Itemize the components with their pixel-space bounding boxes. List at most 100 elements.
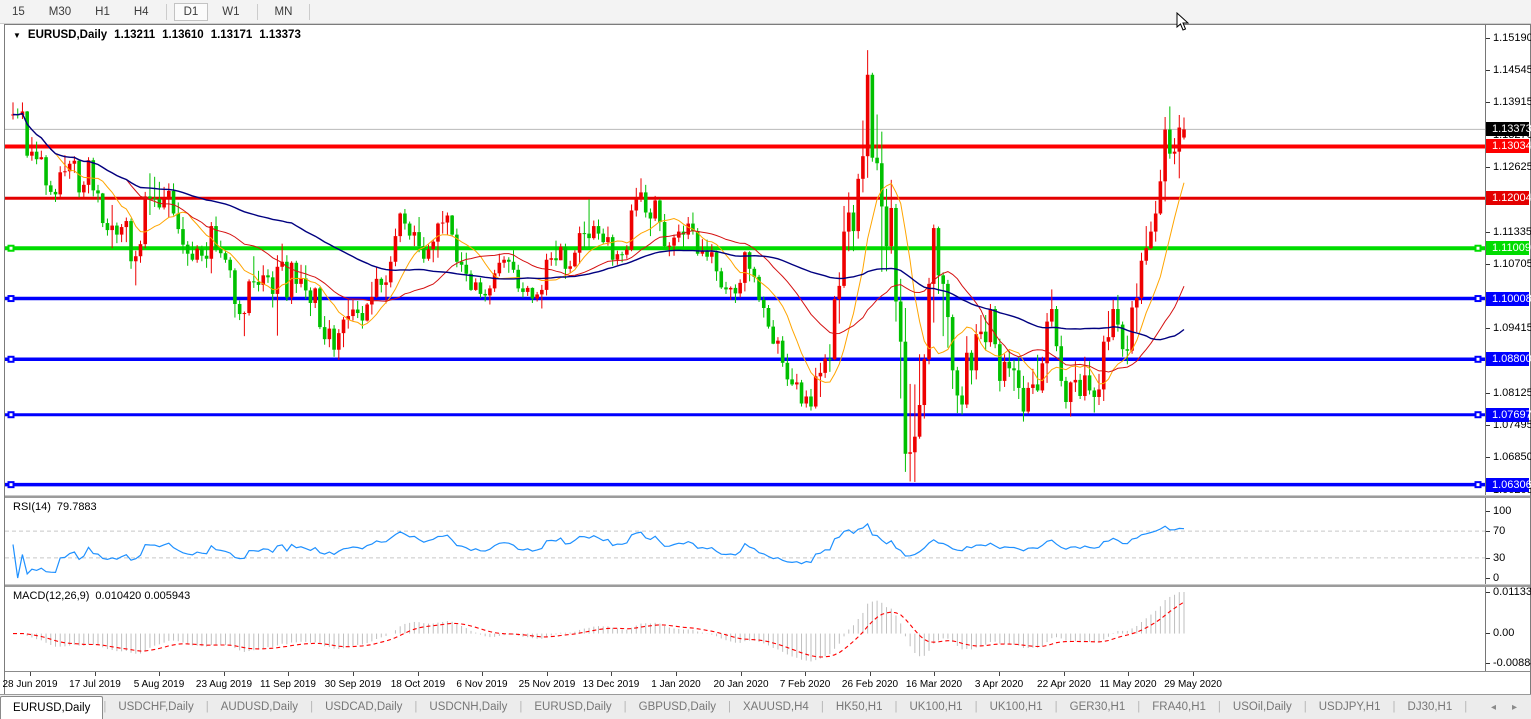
hline-1.11009[interactable] xyxy=(5,244,1485,252)
date-label[interactable]: 17 Jul 2019 xyxy=(69,678,121,690)
price-tick-label[interactable]: 1.13915 xyxy=(1493,96,1531,109)
date-label[interactable]: 3 Apr 2020 xyxy=(974,678,1024,690)
price-tick-label[interactable]: 1.14545 xyxy=(1493,64,1531,77)
macd-tick[interactable] xyxy=(1486,633,1490,635)
price-chart-canvas[interactable]: ▼ EURUSD,Daily 1.13211 1.13610 1.13171 1… xyxy=(5,25,1486,495)
chart-tab-USDCAD-Daily[interactable]: USDCAD,Daily xyxy=(325,701,403,713)
date-label[interactable]: 22 Apr 2020 xyxy=(1037,678,1091,690)
date-label[interactable]: 7 Feb 2020 xyxy=(779,678,831,690)
date-label[interactable]: 23 Aug 2019 xyxy=(195,678,253,690)
date-tick[interactable] xyxy=(1193,671,1194,676)
date-tick[interactable] xyxy=(870,671,871,676)
date-tick[interactable] xyxy=(934,671,935,676)
current-price-badge[interactable]: 1.13373 xyxy=(1486,122,1531,137)
price-tick[interactable] xyxy=(1486,102,1490,104)
chart-tab-XAUUSD-H4[interactable]: XAUUSD,H4 xyxy=(743,701,809,713)
chart-tab-FRA40-H1[interactable]: FRA40,H1 xyxy=(1152,701,1206,713)
price-tick[interactable] xyxy=(1486,457,1490,459)
panel-splitter[interactable] xyxy=(5,583,1530,587)
price-tick[interactable] xyxy=(1486,231,1490,233)
date-tick[interactable] xyxy=(547,671,548,676)
date-label[interactable]: 11 May 2020 xyxy=(1099,678,1157,690)
date-label[interactable]: 13 Dec 2019 xyxy=(582,678,640,690)
timeframe-button-15[interactable]: 15 xyxy=(12,5,25,18)
date-label[interactable]: 28 Jun 2019 xyxy=(2,678,58,690)
date-label[interactable]: 16 Mar 2020 xyxy=(905,678,963,690)
date-label[interactable]: 20 Jan 2020 xyxy=(713,678,769,690)
date-tick[interactable] xyxy=(805,671,806,676)
hline-1.10008[interactable] xyxy=(5,295,1485,303)
panel-splitter[interactable] xyxy=(5,495,1530,498)
chart-tab-AUDUSD-Daily[interactable]: AUDUSD,Daily xyxy=(220,701,299,713)
line-price-badge[interactable]: 1.08800 xyxy=(1486,352,1531,367)
timeframe-button-H4[interactable]: H4 xyxy=(133,5,149,18)
date-label[interactable]: 1 Jan 2020 xyxy=(651,678,701,690)
macd-tick[interactable] xyxy=(1486,591,1490,593)
line-price-badge[interactable]: 1.13034 xyxy=(1486,139,1531,154)
price-tick-label[interactable]: 1.10705 xyxy=(1493,257,1531,270)
price-tick[interactable] xyxy=(1486,263,1490,265)
date-label[interactable]: 25 Nov 2019 xyxy=(518,678,576,690)
line-price-badge[interactable]: 1.06306 xyxy=(1486,477,1531,492)
macd-tick-label[interactable]: 0.00 xyxy=(1493,627,1515,640)
hline-1.088[interactable] xyxy=(5,355,1485,363)
timeframe-button-MN[interactable]: MN xyxy=(274,5,293,18)
date-tick[interactable] xyxy=(482,671,483,676)
date-label[interactable]: 30 Sep 2019 xyxy=(324,678,382,690)
date-label[interactable]: 11 Sep 2019 xyxy=(260,678,316,690)
line-price-badge[interactable]: 1.11009 xyxy=(1486,241,1531,256)
chart-tab-HK50-H1[interactable]: HK50,H1 xyxy=(835,701,883,713)
date-tick[interactable] xyxy=(1128,671,1129,676)
timeframe-button-W1[interactable]: W1 xyxy=(222,5,240,18)
line-price-badge[interactable]: 1.07697 xyxy=(1486,407,1531,422)
date-label[interactable]: 29 May 2020 xyxy=(1164,678,1222,690)
chart-tab-UK100-H1[interactable]: UK100,H1 xyxy=(989,701,1043,713)
price-tick[interactable] xyxy=(1486,328,1490,330)
date-tick[interactable] xyxy=(676,671,677,676)
price-tick-label[interactable]: 1.09415 xyxy=(1493,322,1531,335)
chart-tab-USDCHF-Daily[interactable]: USDCHF,Daily xyxy=(118,701,194,713)
macd-tick-label[interactable]: -0.008848 xyxy=(1493,656,1531,669)
macd-tick[interactable] xyxy=(1486,662,1490,664)
line-price-badge[interactable]: 1.10008 xyxy=(1486,291,1531,306)
date-label[interactable]: 5 Aug 2019 xyxy=(133,678,185,690)
date-label[interactable]: 18 Oct 2019 xyxy=(390,678,446,690)
price-tick[interactable] xyxy=(1486,38,1490,40)
rsi-tick-label[interactable]: 70 xyxy=(1493,525,1506,538)
price-tick[interactable] xyxy=(1486,70,1490,72)
date-tick[interactable] xyxy=(224,671,225,676)
chart-tab-GER30-H1[interactable]: GER30,H1 xyxy=(1069,701,1126,713)
date-label[interactable]: 26 Feb 2020 xyxy=(841,678,899,690)
chart-tab-USDJPY-H1[interactable]: USDJPY,H1 xyxy=(1318,701,1381,713)
timeframe-button-H1[interactable]: H1 xyxy=(95,5,110,18)
price-tick[interactable] xyxy=(1486,393,1490,395)
tab-scroll-left-icon[interactable]: ◂ xyxy=(1490,701,1496,713)
date-label[interactable]: 6 Nov 2019 xyxy=(456,678,508,690)
chart-tab-UK100-H1[interactable]: UK100,H1 xyxy=(909,701,963,713)
price-tick-label[interactable]: 1.07495 xyxy=(1493,418,1531,431)
price-tick-label[interactable]: 1.08125 xyxy=(1493,387,1531,400)
chart-tab-EURUSD-Daily[interactable]: EURUSD,Daily xyxy=(0,696,104,719)
date-tick[interactable] xyxy=(741,671,742,676)
rsi-tick[interactable] xyxy=(1486,510,1490,512)
timeframe-button-D1[interactable]: D1 xyxy=(173,2,209,21)
chart-tab-EURUSD-Daily[interactable]: EURUSD,Daily xyxy=(534,701,612,713)
date-tick[interactable] xyxy=(999,671,1000,676)
hline-1.07697[interactable] xyxy=(5,411,1485,419)
rsi-tick-label[interactable]: 0 xyxy=(1493,571,1500,584)
rsi-tick[interactable] xyxy=(1486,531,1490,533)
price-tick[interactable] xyxy=(1486,424,1490,426)
date-tick[interactable] xyxy=(30,671,31,676)
chart-tab-USDCNH-Daily[interactable]: USDCNH,Daily xyxy=(429,701,508,713)
hline-1.06306[interactable] xyxy=(5,481,1485,489)
rsi-tick-label[interactable]: 30 xyxy=(1493,551,1506,564)
symbol-dropdown-icon[interactable]: ▼ xyxy=(13,30,21,40)
price-tick-label[interactable]: 1.15190 xyxy=(1493,32,1531,45)
chart-tab-DJ30-H1[interactable]: DJ30,H1 xyxy=(1407,701,1453,713)
price-tick[interactable] xyxy=(1486,167,1490,168)
date-tick[interactable] xyxy=(1064,671,1065,676)
macd-tick-label[interactable]: 0.011337 xyxy=(1493,585,1531,598)
rsi-tick[interactable] xyxy=(1486,557,1490,559)
price-tick-label[interactable]: 1.12625 xyxy=(1493,161,1531,173)
date-tick[interactable] xyxy=(288,671,289,676)
